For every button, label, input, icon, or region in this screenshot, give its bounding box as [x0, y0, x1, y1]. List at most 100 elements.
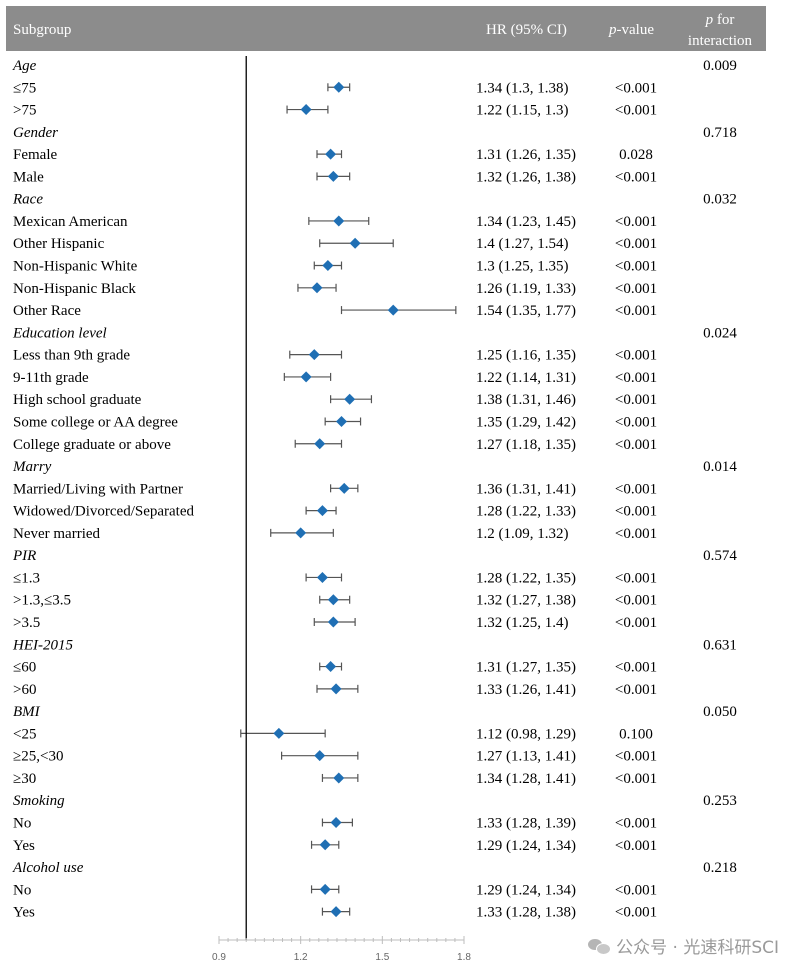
p-value: <0.001 — [615, 437, 657, 453]
hr-marker — [327, 170, 339, 182]
header-pint-italic: p — [705, 12, 714, 28]
p-value: <0.001 — [615, 214, 657, 230]
subgroup-label: No — [13, 882, 31, 898]
hr-ci-text: 1.12 (0.98, 1.29) — [476, 726, 576, 742]
hr-ci-text: 1.26 (1.19, 1.33) — [476, 281, 576, 297]
subgroup-label: Non-Hispanic White — [13, 259, 138, 275]
subgroup-label: College graduate or above — [13, 437, 171, 453]
p-value: <0.001 — [615, 281, 657, 297]
hr-marker — [327, 616, 339, 628]
hr-ci-text: 1.29 (1.24, 1.34) — [476, 838, 576, 854]
hr-marker — [330, 683, 342, 695]
group-label: Race — [12, 192, 43, 208]
hr-ci-text: 1.36 (1.31, 1.41) — [476, 481, 576, 497]
hr-ci-text: 1.31 (1.26, 1.35) — [476, 147, 576, 163]
header-subgroup: Subgroup — [13, 22, 71, 38]
p-value: <0.001 — [615, 303, 657, 319]
p-value: <0.001 — [615, 838, 657, 854]
hr-marker — [273, 727, 285, 739]
hr-marker — [325, 661, 337, 673]
p-value: <0.001 — [615, 771, 657, 787]
hr-ci-text: 1.27 (1.13, 1.41) — [476, 749, 576, 765]
subgroup-label: 9-11th grade — [13, 370, 89, 386]
hr-marker — [300, 104, 312, 116]
subgroup-label: Other Race — [13, 303, 81, 319]
hr-marker — [322, 260, 334, 272]
p-value: <0.001 — [615, 749, 657, 765]
header-pvalue: p-value — [608, 22, 654, 38]
p-value: <0.001 — [615, 80, 657, 96]
p-interaction-value: 0.574 — [703, 548, 737, 564]
hr-ci-text: 1.3 (1.25, 1.35) — [476, 259, 569, 275]
subgroup-label: Male — [13, 169, 44, 185]
hr-marker — [333, 81, 345, 93]
hr-marker — [319, 839, 331, 851]
hr-marker — [330, 817, 342, 829]
subgroup-label: Other Hispanic — [13, 236, 105, 252]
x-tick-label: 1.5 — [375, 952, 389, 963]
p-value: <0.001 — [615, 392, 657, 408]
p-value: 0.100 — [619, 726, 653, 742]
wechat-icon — [588, 937, 612, 955]
hr-ci-text: 1.34 (1.23, 1.45) — [476, 214, 576, 230]
subgroup-label: ≥30 — [13, 771, 36, 787]
p-value: <0.001 — [615, 593, 657, 609]
hr-ci-text: 1.32 (1.26, 1.38) — [476, 169, 576, 185]
subgroup-label: Never married — [13, 526, 101, 542]
hr-ci-text: 1.34 (1.28, 1.41) — [476, 771, 576, 787]
subgroup-label: High school graduate — [13, 392, 142, 408]
subgroup-label: Female — [13, 147, 57, 163]
p-interaction-value: 0.718 — [703, 125, 737, 141]
watermark-text: 公众号 · 光速科研SCI — [616, 938, 779, 958]
hr-marker — [330, 906, 342, 918]
p-interaction-value: 0.014 — [703, 459, 737, 475]
header-pint-line2: interaction — [688, 33, 753, 49]
subgroup-label: Yes — [13, 838, 35, 854]
hr-marker — [316, 571, 328, 583]
subgroup-label: ≤60 — [13, 660, 36, 676]
hr-ci-text: 1.28 (1.22, 1.33) — [476, 504, 576, 520]
plot-area — [240, 56, 457, 940]
subgroup-label: >60 — [13, 682, 36, 698]
hr-ci-text: 1.54 (1.35, 1.77) — [476, 303, 576, 319]
p-value: <0.001 — [615, 882, 657, 898]
hr-ci-text: 1.31 (1.27, 1.35) — [476, 660, 576, 676]
subgroup-label: Mexican American — [13, 214, 128, 230]
p-interaction-value: 0.032 — [703, 192, 737, 208]
hr-ci-text: 1.33 (1.28, 1.38) — [476, 905, 576, 921]
header-pvalue-italic: p — [608, 22, 617, 38]
hr-ci-text: 1.4 (1.27, 1.54) — [476, 236, 569, 252]
hr-marker — [308, 349, 320, 361]
group-label: Education level — [12, 325, 107, 341]
group-label: Alcohol use — [12, 860, 84, 876]
hr-ci-text: 1.35 (1.29, 1.42) — [476, 414, 576, 430]
hr-marker — [316, 505, 328, 517]
group-label: Gender — [13, 125, 58, 141]
hr-marker — [327, 594, 339, 606]
p-interaction-value: 0.009 — [703, 58, 737, 74]
group-label: Marry — [12, 459, 52, 475]
subgroup-label: ≥25,<30 — [13, 749, 63, 765]
x-tick-label: 1.2 — [294, 952, 308, 963]
hr-marker — [333, 215, 345, 227]
hr-ci-text: 1.33 (1.26, 1.41) — [476, 682, 576, 698]
group-label: BMI — [13, 704, 41, 720]
hr-marker — [300, 371, 312, 383]
hr-marker — [295, 527, 307, 539]
hr-ci-text: 1.32 (1.27, 1.38) — [476, 593, 576, 609]
header-pint-rest: for — [713, 12, 734, 28]
watermark: 公众号 · 光速科研SCI — [588, 933, 779, 958]
p-interaction-value: 0.253 — [703, 793, 737, 809]
p-value: <0.001 — [615, 169, 657, 185]
subgroup-label: Widowed/Divorced/Separated — [13, 504, 194, 520]
header-bar — [6, 6, 766, 51]
subgroup-label: >75 — [13, 103, 36, 119]
header-pvalue-rest: -value — [617, 22, 655, 38]
p-value: <0.001 — [615, 370, 657, 386]
hr-marker — [344, 393, 356, 405]
subgroup-label: ≤1.3 — [13, 570, 40, 586]
hr-marker — [349, 237, 361, 249]
hr-ci-text: 1.28 (1.22, 1.35) — [476, 570, 576, 586]
hr-marker — [311, 282, 323, 294]
p-interaction-value: 0.024 — [703, 325, 737, 341]
